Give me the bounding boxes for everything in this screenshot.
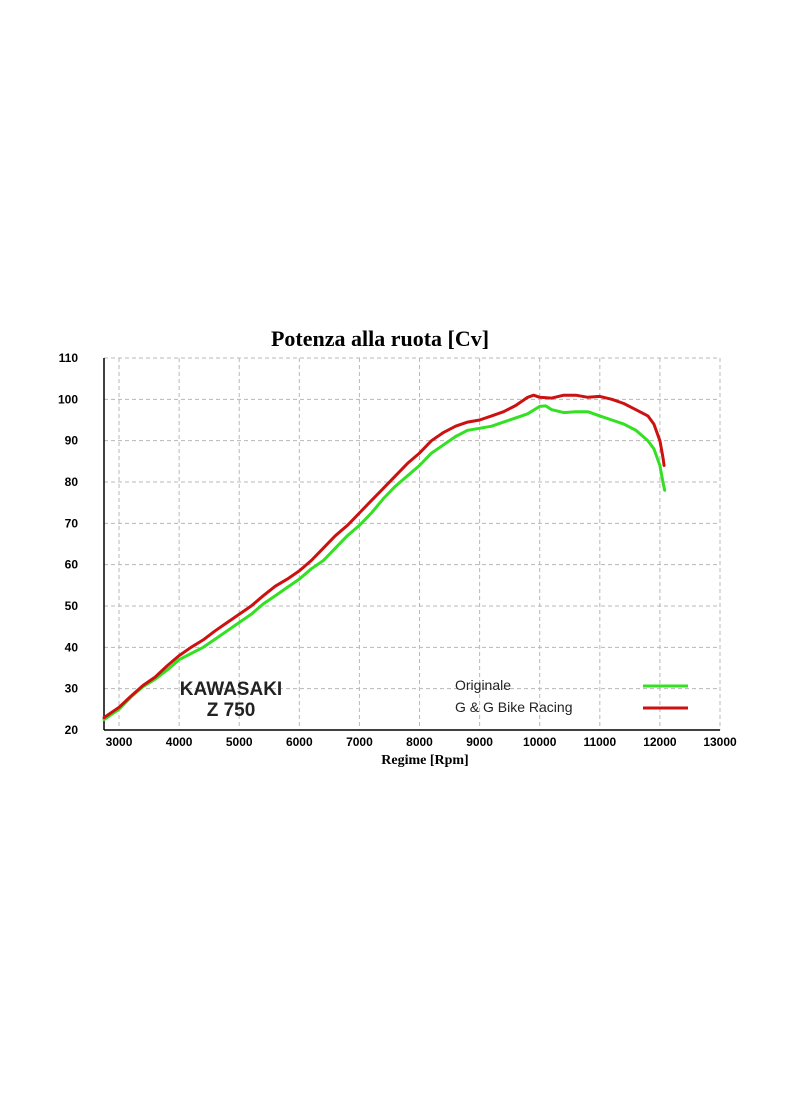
tick-labels: 20 30 40 50 60 70 80 90 100 110 3000 4000 5000 6000 70… (58, 351, 737, 749)
x-tick-label: 10000 (523, 735, 557, 749)
legend-label-gg-bike-racing: G & G Bike Racing (455, 699, 573, 715)
legend: Originale G & G Bike Racing (455, 677, 688, 715)
brand-line-1: KAWASAKI (180, 679, 282, 700)
x-tick-label: 5000 (226, 735, 253, 749)
y-tick-label: 70 (65, 516, 79, 530)
x-tick-label: 13000 (703, 735, 737, 749)
y-tick-label: 40 (65, 640, 79, 654)
x-axis-label: Regime [Rpm] (381, 753, 468, 768)
x-tick-label: 11000 (583, 735, 616, 749)
y-tick-label: 20 (65, 723, 79, 737)
y-tick-label: 80 (65, 475, 79, 489)
brand-line-2: Z 750 (207, 700, 256, 721)
y-tick-label: 90 (65, 434, 79, 448)
grid (104, 357, 721, 730)
legend-label-originale: Originale (455, 677, 511, 693)
x-tick-label: 7000 (346, 735, 373, 749)
y-tick-label: 30 (65, 682, 79, 696)
x-tick-label: 4000 (166, 735, 193, 749)
x-tick-label: 9000 (466, 735, 493, 749)
series-line-gg-bike-racing (102, 393, 666, 720)
x-tick-label: 3000 (106, 735, 133, 749)
x-tick-label: 8000 (406, 735, 433, 749)
axes (103, 358, 720, 731)
x-tick-label: 12000 (643, 735, 677, 749)
chart-title: Potenza alla ruota [Cv] (271, 326, 489, 351)
series-lines (102, 393, 667, 722)
series-line-originale (102, 404, 667, 722)
y-tick-label: 60 (65, 558, 79, 572)
x-tick-label: 6000 (286, 735, 313, 749)
brand-label: KAWASAKI Z 750 (180, 679, 282, 721)
y-tick-label: 50 (65, 599, 79, 613)
y-tick-label: 110 (59, 351, 79, 365)
y-tick-label: 100 (58, 392, 78, 406)
